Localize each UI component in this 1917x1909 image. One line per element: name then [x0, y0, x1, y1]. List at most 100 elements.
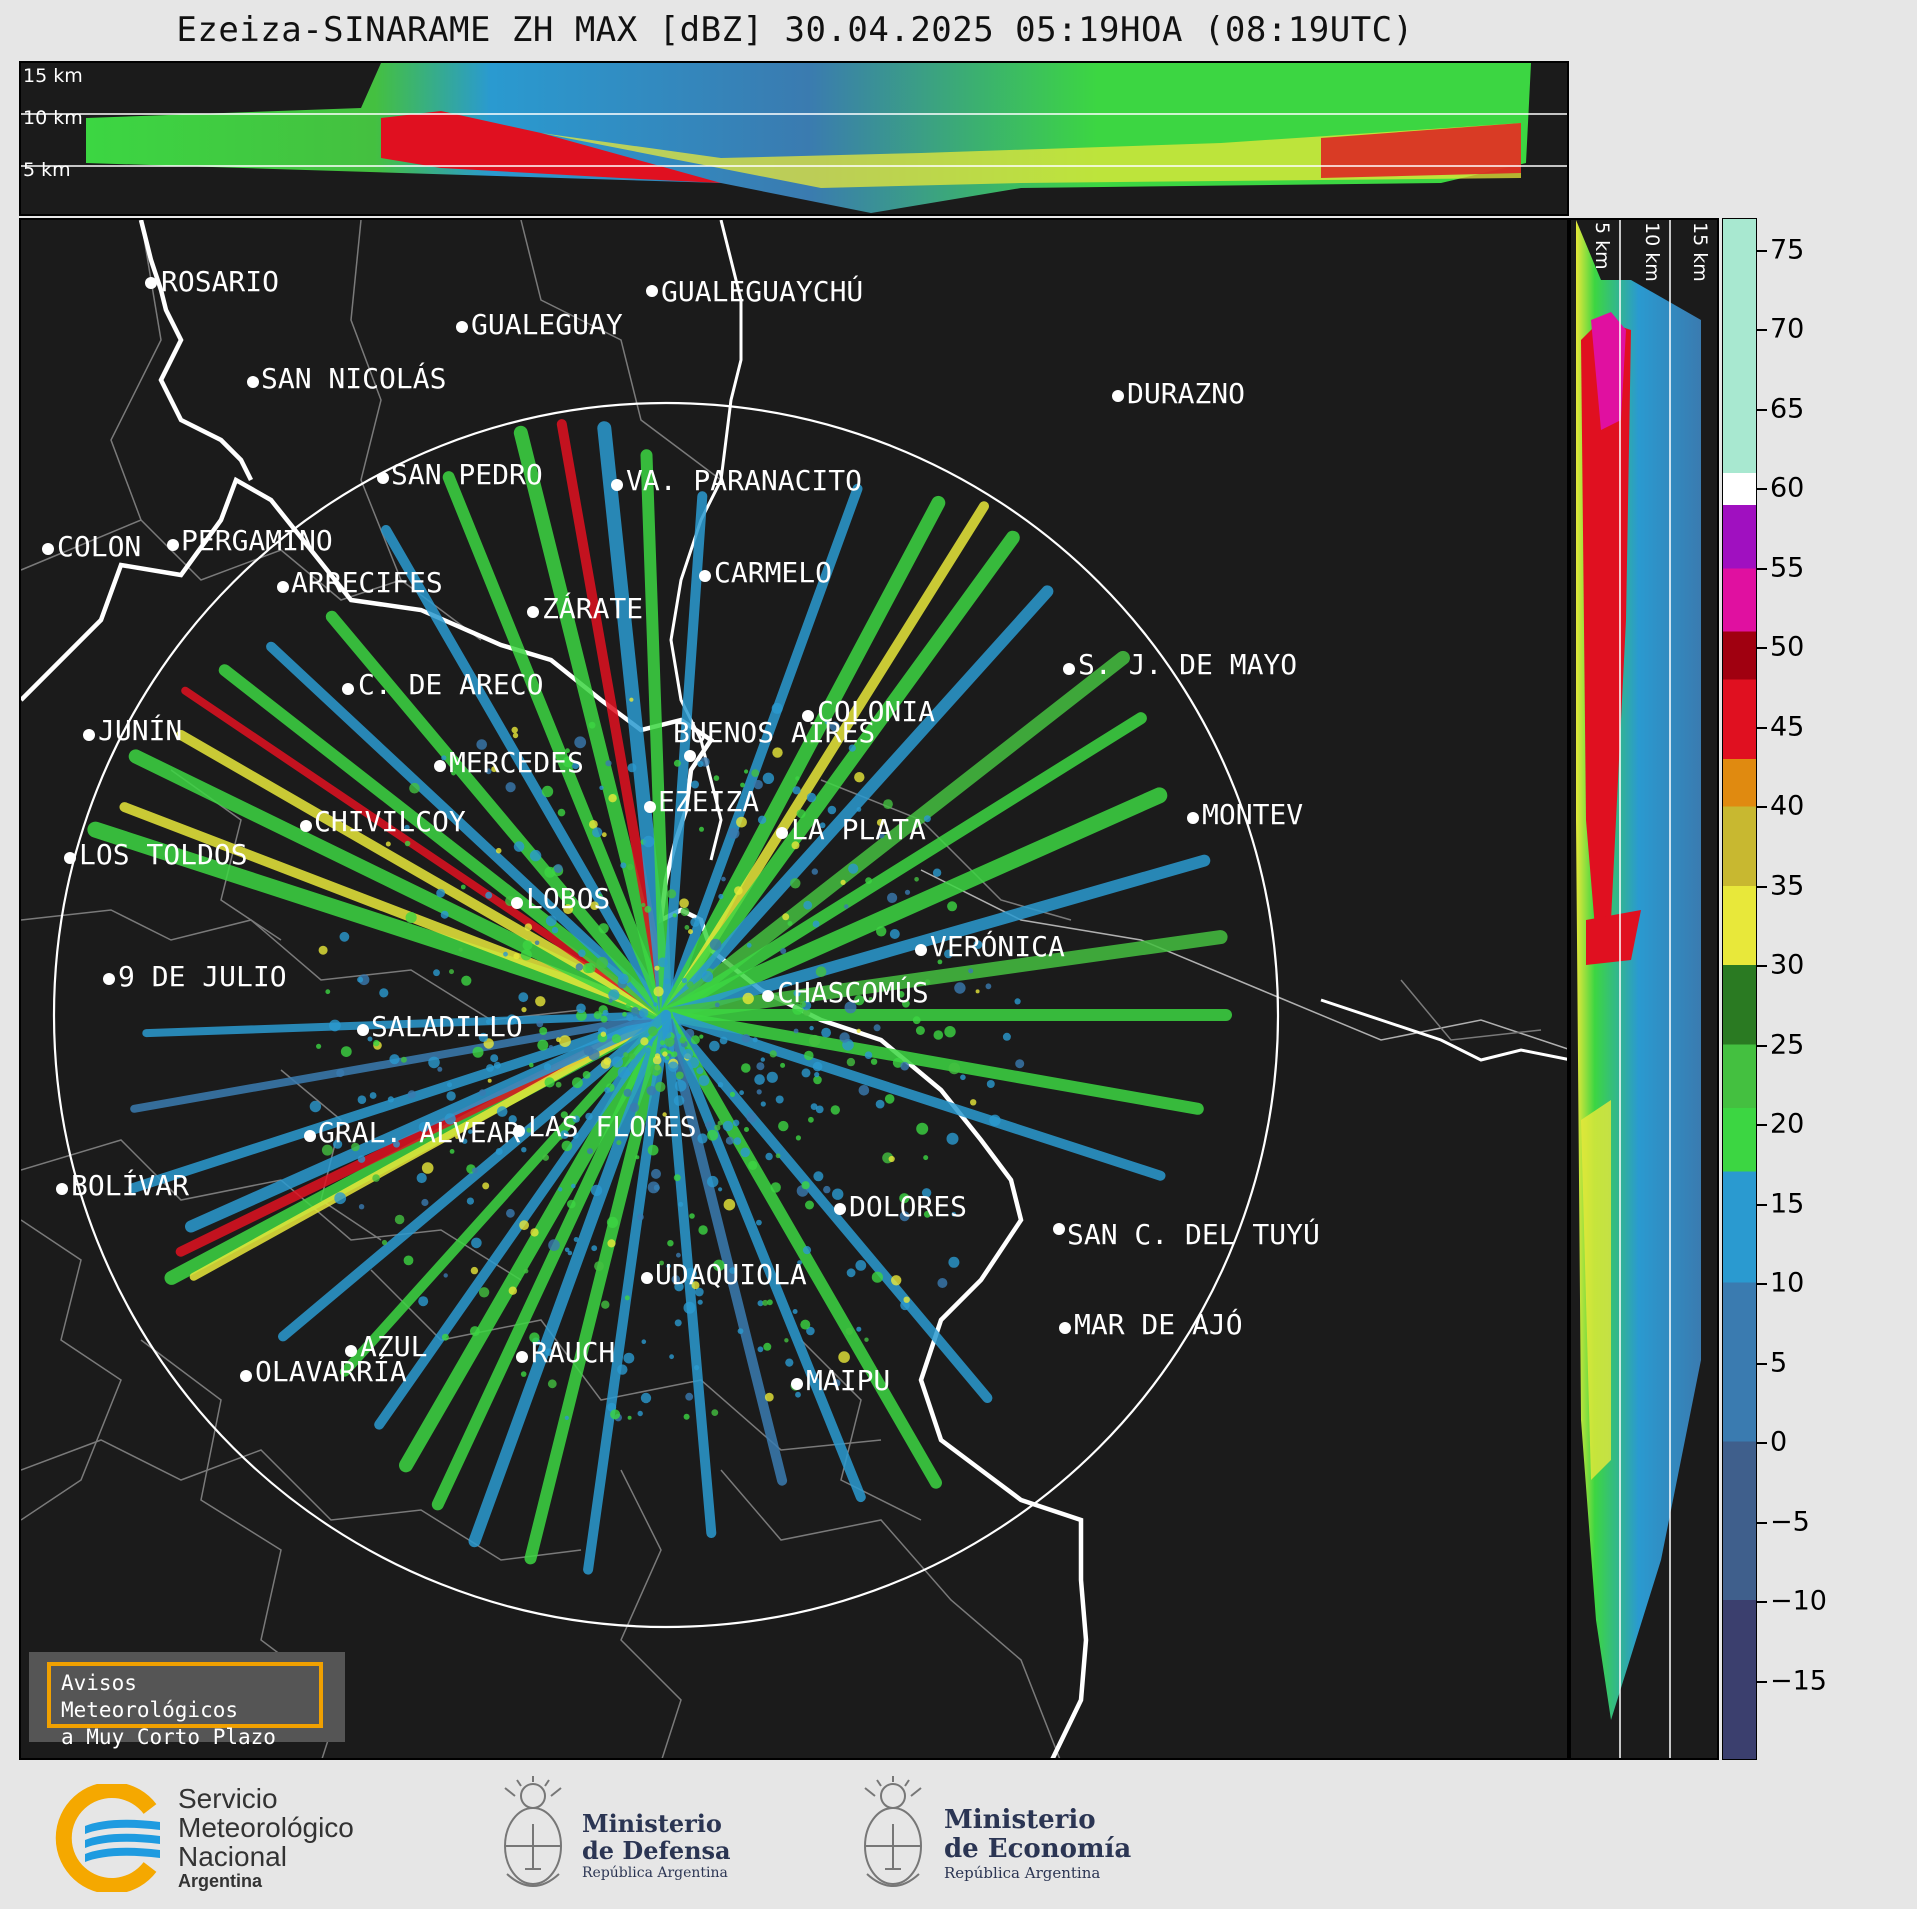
- echo-speckle: [485, 891, 493, 899]
- echo-speckle: [446, 1091, 456, 1101]
- city-label: COLON: [57, 530, 142, 563]
- echo-speckle: [756, 1219, 762, 1226]
- echo-speckle: [733, 1137, 742, 1145]
- echo-speckle: [545, 1348, 553, 1356]
- echo-speckle: [478, 1287, 490, 1298]
- echo-speckle: [723, 1198, 736, 1211]
- echo-speckle: [660, 1040, 665, 1046]
- echo-speckle: [899, 1211, 910, 1222]
- echo-speckle: [856, 807, 862, 812]
- echo-speckle: [627, 1415, 632, 1420]
- colorbar-tick: [1757, 1362, 1767, 1365]
- echo-speckle: [742, 992, 754, 1005]
- echo-speckle: [404, 824, 410, 831]
- echo-speckle: [637, 1213, 644, 1221]
- smn-line-1: Servicio: [178, 1783, 278, 1814]
- echo-speckle: [844, 1001, 857, 1014]
- echo-speckle: [746, 1112, 757, 1123]
- echo-speckle: [854, 772, 865, 783]
- chart-title: Ezeiza-SINARAME ZH MAX [dBZ] 30.04.2025 …: [176, 10, 1414, 50]
- echo-speckle: [812, 920, 820, 928]
- echo-speckle: [469, 1326, 480, 1337]
- side-profile-moderate: [1581, 1100, 1611, 1480]
- echo-speckle: [608, 794, 617, 803]
- echo-speckle: [891, 1275, 902, 1286]
- colorbar-tick-label: 45: [1770, 711, 1805, 743]
- top-profile-core: [381, 111, 721, 183]
- top-label-15km: 15 km: [23, 65, 83, 87]
- echo-speckle: [373, 1039, 380, 1047]
- warning-badge-frame[interactable]: Avisos Meteorológicos a Muy Corto Plazo: [47, 1662, 323, 1749]
- echo-speckle: [829, 721, 840, 732]
- echo-speckle: [948, 1062, 961, 1075]
- echo-speckle: [707, 1175, 719, 1188]
- city-marker: [1063, 663, 1075, 675]
- echo-speckle: [871, 1271, 884, 1283]
- echo-speckle: [902, 999, 910, 1008]
- echo-speckle: [813, 1171, 824, 1182]
- echo-speckle: [719, 1036, 728, 1045]
- echo-speckle: [721, 876, 726, 882]
- echo-speckle: [664, 1036, 675, 1047]
- echo-speckle: [865, 877, 872, 884]
- echo-speckle: [698, 1225, 708, 1235]
- echo-speckle: [718, 1187, 723, 1192]
- echo-speckle: [590, 1184, 603, 1197]
- echo-speckle: [318, 945, 328, 955]
- defensa-line-2: de Defensa: [582, 1836, 731, 1865]
- city-label: VERÓNICA: [930, 930, 1065, 963]
- smn-logo-icon: [55, 1784, 160, 1892]
- colorbar-tick-label: 70: [1770, 313, 1805, 345]
- echo-speckle: [707, 1129, 719, 1141]
- echo-speckle: [672, 913, 677, 918]
- echo-speckle: [648, 1026, 658, 1037]
- echo-speckle: [653, 986, 664, 997]
- echo-speckle: [795, 1391, 801, 1398]
- colorbar-tick-label: 35: [1770, 870, 1805, 902]
- coastline: [21, 220, 1567, 1758]
- echo-speckle: [753, 779, 763, 790]
- echo-speckle: [665, 1055, 670, 1060]
- echo-speckle: [543, 1063, 552, 1071]
- echo-speckle: [686, 981, 694, 989]
- echo-speckle: [592, 827, 603, 838]
- echo-speckle: [839, 1032, 850, 1043]
- city-marker: [513, 1125, 525, 1137]
- top-profile-svg: [21, 63, 1567, 213]
- colorbar-tick: [1757, 806, 1767, 809]
- echo-speckle: [644, 905, 652, 913]
- city-label: CARMELO: [714, 556, 833, 589]
- echo-speckle: [623, 1088, 632, 1097]
- radar-echoes: [87, 419, 1232, 1575]
- echo-speckle: [775, 1153, 781, 1159]
- echo-speckle: [503, 951, 508, 957]
- echo-speckle: [659, 1260, 664, 1266]
- colorbar-tick: [1757, 1283, 1767, 1286]
- echo-speckle: [821, 1027, 831, 1038]
- echo-speckle: [601, 832, 607, 838]
- side-profile-peak: [1591, 312, 1626, 430]
- colorbar-tick: [1757, 408, 1767, 411]
- echo-speckle: [472, 1046, 484, 1058]
- echo-speckle: [511, 726, 518, 734]
- echo-speckle: [694, 1287, 704, 1297]
- echo-speckle: [560, 1111, 568, 1119]
- city-label: ZÁRATE: [542, 592, 644, 625]
- echo-speckle: [756, 1062, 765, 1071]
- echo-speckle: [608, 989, 620, 1001]
- echo-ray: [325, 610, 672, 1021]
- echo-speckle: [900, 1300, 910, 1311]
- echo-speckle: [471, 1167, 478, 1174]
- colorbar-tick: [1757, 1203, 1767, 1206]
- echo-speckle: [763, 1342, 772, 1351]
- echo-speckle: [683, 1301, 696, 1314]
- echo-speckle: [404, 840, 411, 847]
- echo-speckle: [771, 702, 783, 714]
- echo-speckle: [864, 1051, 873, 1059]
- warning-badge[interactable]: Avisos Meteorológicos a Muy Corto Plazo: [29, 1652, 345, 1749]
- echo-speckle: [729, 1091, 736, 1097]
- echo-speckle: [1014, 998, 1021, 1005]
- echo-speckle: [796, 809, 806, 819]
- echo-speckle: [421, 1198, 429, 1207]
- echo-speckle: [946, 1132, 959, 1145]
